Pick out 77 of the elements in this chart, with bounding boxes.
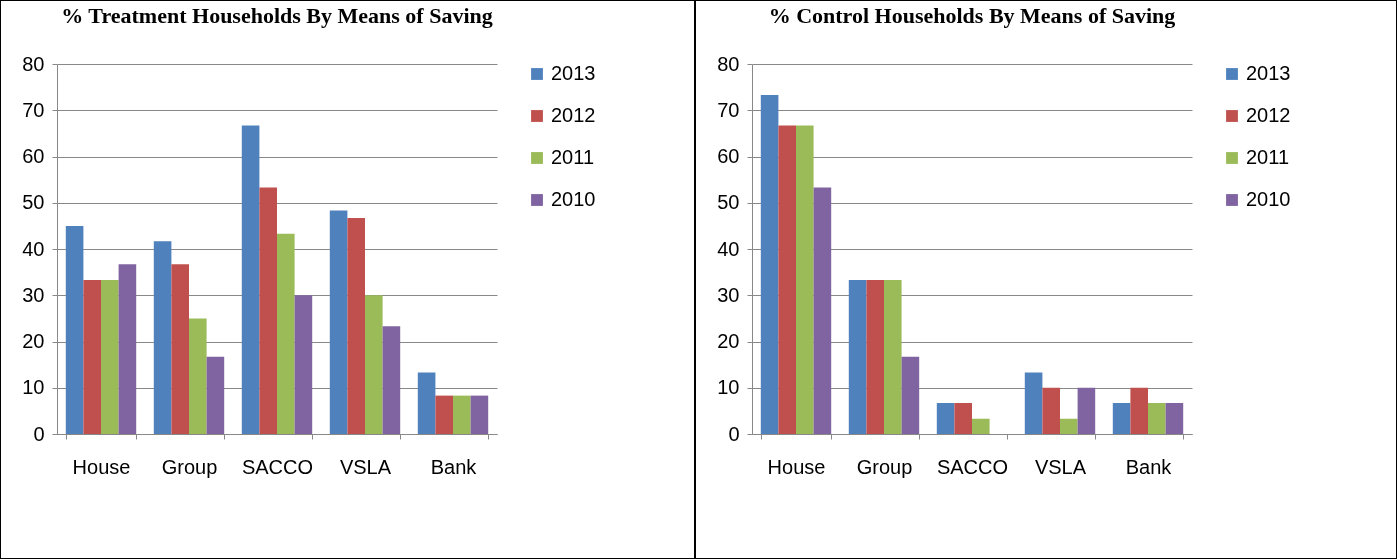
y-tick-label: 80 [22,52,45,75]
bar [277,233,295,434]
x-tick-label: Bank [430,455,478,478]
bar [83,279,101,434]
legend-label: 2010 [1246,188,1291,210]
bar [118,264,137,434]
y-tick-label: 60 [22,145,45,167]
bar [848,279,867,434]
legend-label: 2012 [1246,104,1291,126]
legend-label: 2013 [551,62,596,84]
y-tick-label: 40 [717,237,740,260]
bar [972,418,990,434]
bar [189,318,207,434]
bar [866,279,884,434]
bar [1042,387,1060,434]
legend-label: 2012 [551,104,596,126]
y-tick-label: 60 [717,145,740,167]
y-tick-label: 50 [717,191,740,214]
bar [470,395,489,434]
y-tick-label: 70 [717,98,740,121]
y-tick-label: 30 [717,283,740,306]
bar [171,264,189,434]
bar [796,125,814,434]
y-tick-label: 50 [22,191,45,214]
bar [1112,403,1131,434]
x-tick-label: House [767,455,826,478]
x-tick-label: Bank [1125,455,1173,478]
legend-label: 2011 [1246,146,1290,168]
chart-title: % Treatment Households By Means of Saving [61,3,493,28]
bar [329,210,348,434]
bar [294,295,313,434]
y-tick-label: 40 [22,237,45,260]
bar [1165,403,1184,434]
bar [901,356,920,434]
x-tick-label: VSLA [1034,455,1087,478]
y-tick-label: 0 [728,422,740,445]
bar [347,218,365,434]
bar [936,403,955,434]
bar [65,225,84,434]
chart-title: % Control Households By Means of Saving [768,3,1176,28]
y-tick-label: 70 [22,98,45,121]
bar [435,395,453,434]
y-tick-label: 30 [22,283,45,306]
x-tick-label: SACCO [936,455,1009,478]
bar [1130,387,1148,434]
bar [813,187,832,434]
x-tick-label: House [72,455,131,478]
bar [241,125,260,434]
bar [365,295,383,434]
bar [453,395,471,434]
y-tick-label: 20 [22,330,45,352]
bar [760,94,779,434]
bar [382,326,401,434]
x-tick-label: SACCO [241,455,314,478]
bar [778,125,796,434]
x-tick-label: Group [856,455,913,478]
bar [206,356,225,434]
x-tick-label: VSLA [339,455,392,478]
y-tick-label: 80 [717,52,740,75]
legend-label: 2011 [551,146,595,168]
bar [1060,418,1078,434]
bar [259,187,277,434]
bar [954,403,972,434]
y-tick-label: 10 [22,376,45,399]
bar [153,241,172,434]
y-tick-label: 10 [717,376,740,399]
bar [884,279,902,434]
y-tick-label: 20 [717,330,740,352]
bar [1148,403,1166,434]
bar [101,279,119,434]
bar [1024,372,1043,434]
legend-label: 2013 [1246,62,1291,84]
legend-label: 2010 [551,188,596,210]
y-tick-label: 0 [33,422,45,445]
bar [417,372,436,434]
x-tick-label: Group [161,455,218,478]
bar [1077,387,1096,434]
